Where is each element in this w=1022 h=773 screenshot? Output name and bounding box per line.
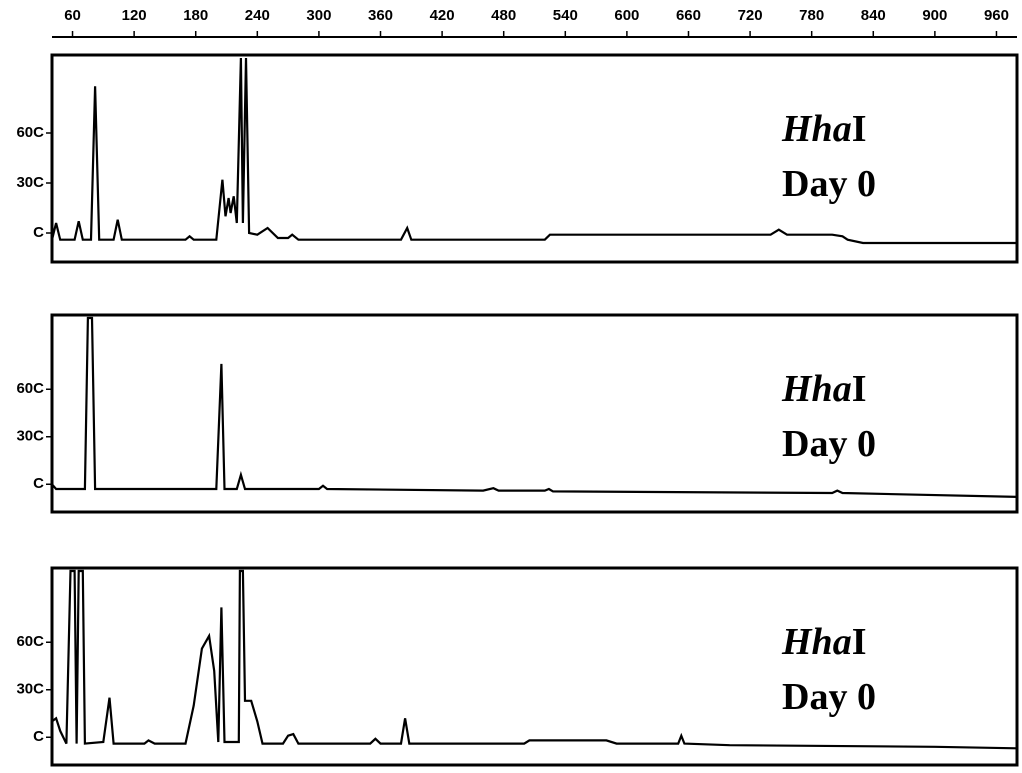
annotation-roman: I [852,621,867,663]
x-tick-label: 840 [861,7,886,24]
y-tick-label: 30C [16,681,44,698]
annotation: HhaI [781,621,867,663]
x-tick-label: 660 [676,7,701,24]
trace-line [52,569,1017,750]
annotation: Day 0 [782,163,876,205]
annotation-italic: Hha [781,108,852,150]
panel-frame [50,313,1019,514]
annotation: HhaI [781,368,867,410]
x-tick-label: 480 [491,7,516,24]
y-tick-label: 60C [16,124,44,141]
x-tick-label: 300 [306,7,331,24]
panel-frame [50,566,1019,767]
x-tick-label: 60 [64,7,81,24]
y-tick-label: C [33,475,44,492]
x-tick-label: 720 [738,7,763,24]
trace-line [52,316,1017,498]
x-tick-label: 180 [183,7,208,24]
panel-frame [50,53,1019,264]
annotation-roman: I [852,368,867,410]
trace-line [52,57,1017,245]
x-tick-label: 240 [245,7,270,24]
x-tick-label: 360 [368,7,393,24]
x-tick-label: 120 [122,7,147,24]
annotation-italic: Hha [781,621,852,663]
annotation-italic: Hha [781,368,852,410]
x-tick-label: 600 [614,7,639,24]
annotation-roman: I [852,108,867,150]
annotation: Day 0 [782,423,876,465]
y-tick-label: 60C [16,633,44,650]
y-tick-label: 60C [16,380,44,397]
y-tick-label: 30C [16,174,44,191]
x-tick-label: 960 [984,7,1009,24]
x-tick-label: 780 [799,7,824,24]
annotation: Day 0 [782,676,876,718]
x-tick-label: 900 [922,7,947,24]
y-tick-label: C [33,224,44,241]
annotation: HhaI [781,108,867,150]
x-tick-label: 540 [553,7,578,24]
y-tick-label: C [33,728,44,745]
x-tick-label: 420 [430,7,455,24]
y-tick-label: 30C [16,428,44,445]
